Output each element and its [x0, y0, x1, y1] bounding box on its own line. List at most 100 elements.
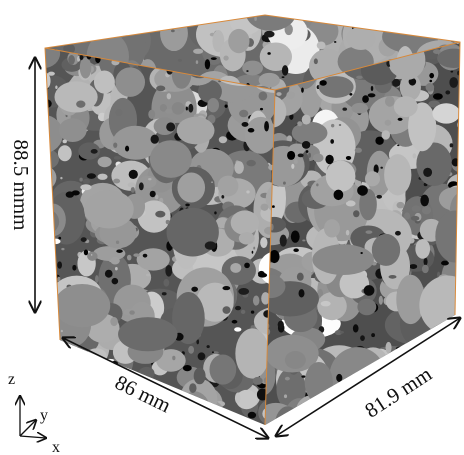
- particle: [459, 112, 461, 116]
- particle: [443, 351, 453, 360]
- particle: [239, 110, 248, 118]
- particle: [246, 190, 249, 193]
- particle: [131, 187, 135, 193]
- particle: [428, 385, 464, 408]
- particle: [116, 241, 119, 245]
- particle: [419, 24, 427, 30]
- particle: [429, 73, 434, 78]
- particle: [97, 174, 107, 180]
- particle: [323, 420, 328, 423]
- particle: [211, 57, 217, 60]
- particle: [276, 92, 281, 96]
- particle: [334, 190, 344, 200]
- particle: [38, 141, 45, 145]
- particle: [272, 205, 275, 208]
- particle: [129, 170, 138, 179]
- particle: [127, 255, 132, 261]
- particle: [435, 394, 441, 404]
- particle: [364, 285, 375, 296]
- particle: [172, 0, 184, 23]
- particle: [293, 248, 298, 252]
- particle: [285, 351, 306, 369]
- particle: [434, 353, 438, 357]
- particle: [33, 166, 56, 190]
- particle: [116, 249, 122, 253]
- particle: [371, 86, 373, 91]
- particle: [285, 377, 290, 381]
- particle: [91, 149, 98, 154]
- particle: [185, 401, 191, 412]
- particle: [297, 273, 304, 281]
- particle: [61, 248, 64, 250]
- particle: [200, 418, 203, 421]
- particle: [177, 117, 215, 145]
- particle: [433, 49, 441, 54]
- particle: [171, 29, 175, 32]
- particle: [235, 328, 269, 378]
- particle: [60, 177, 62, 179]
- particle: [155, 195, 158, 200]
- particle: [432, 103, 460, 123]
- particle: [207, 345, 210, 348]
- particle: [96, 409, 105, 415]
- particle: [74, 26, 81, 35]
- particle: [112, 12, 115, 15]
- particle: [396, 347, 403, 351]
- particle: [412, 205, 421, 212]
- particle: [450, 143, 454, 147]
- particle: [211, 181, 212, 182]
- particle: [445, 382, 449, 389]
- particle: [110, 0, 129, 28]
- particle: [107, 11, 114, 15]
- particle: [422, 206, 431, 214]
- particle: [413, 153, 417, 158]
- particle: [353, 324, 359, 332]
- particle: [302, 141, 310, 149]
- particle: [445, 348, 453, 359]
- particle: [33, 149, 60, 170]
- particle: [299, 289, 305, 297]
- particle: [61, 402, 66, 411]
- particle: [198, 352, 206, 360]
- particle: [161, 251, 163, 252]
- particle: [128, 182, 136, 187]
- particle: [385, 96, 395, 107]
- particle: [68, 55, 75, 65]
- particle: [314, 58, 318, 64]
- particle: [348, 21, 349, 23]
- particle: [49, 259, 55, 263]
- particle: [80, 57, 92, 78]
- particle: [420, 399, 444, 422]
- particle: [259, 73, 280, 88]
- particle: [44, 31, 56, 40]
- particle: [54, 284, 110, 327]
- particle: [188, 104, 193, 113]
- particle: [282, 65, 288, 75]
- particle: [258, 273, 267, 278]
- particle: [242, 122, 249, 127]
- particle: [56, 401, 107, 437]
- particle: [434, 327, 464, 371]
- particle: [405, 344, 411, 349]
- particle: [301, 375, 305, 377]
- particle: [147, 419, 160, 432]
- particle: [406, 355, 409, 358]
- particle: [299, 421, 306, 425]
- particle: [457, 376, 459, 378]
- particle: [365, 171, 380, 186]
- particle: [205, 59, 210, 69]
- particle: [147, 411, 185, 443]
- particle: [129, 310, 135, 314]
- particle: [79, 403, 105, 449]
- particle: [321, 301, 331, 306]
- particle: [251, 310, 254, 313]
- particle: [437, 369, 442, 377]
- particle: [225, 104, 228, 107]
- particle: [216, 413, 236, 426]
- particle: [66, 402, 88, 446]
- particle: [66, 406, 72, 411]
- particle: [342, 402, 347, 405]
- particle: [452, 158, 460, 166]
- particle: [133, 253, 139, 256]
- particle: [253, 295, 259, 305]
